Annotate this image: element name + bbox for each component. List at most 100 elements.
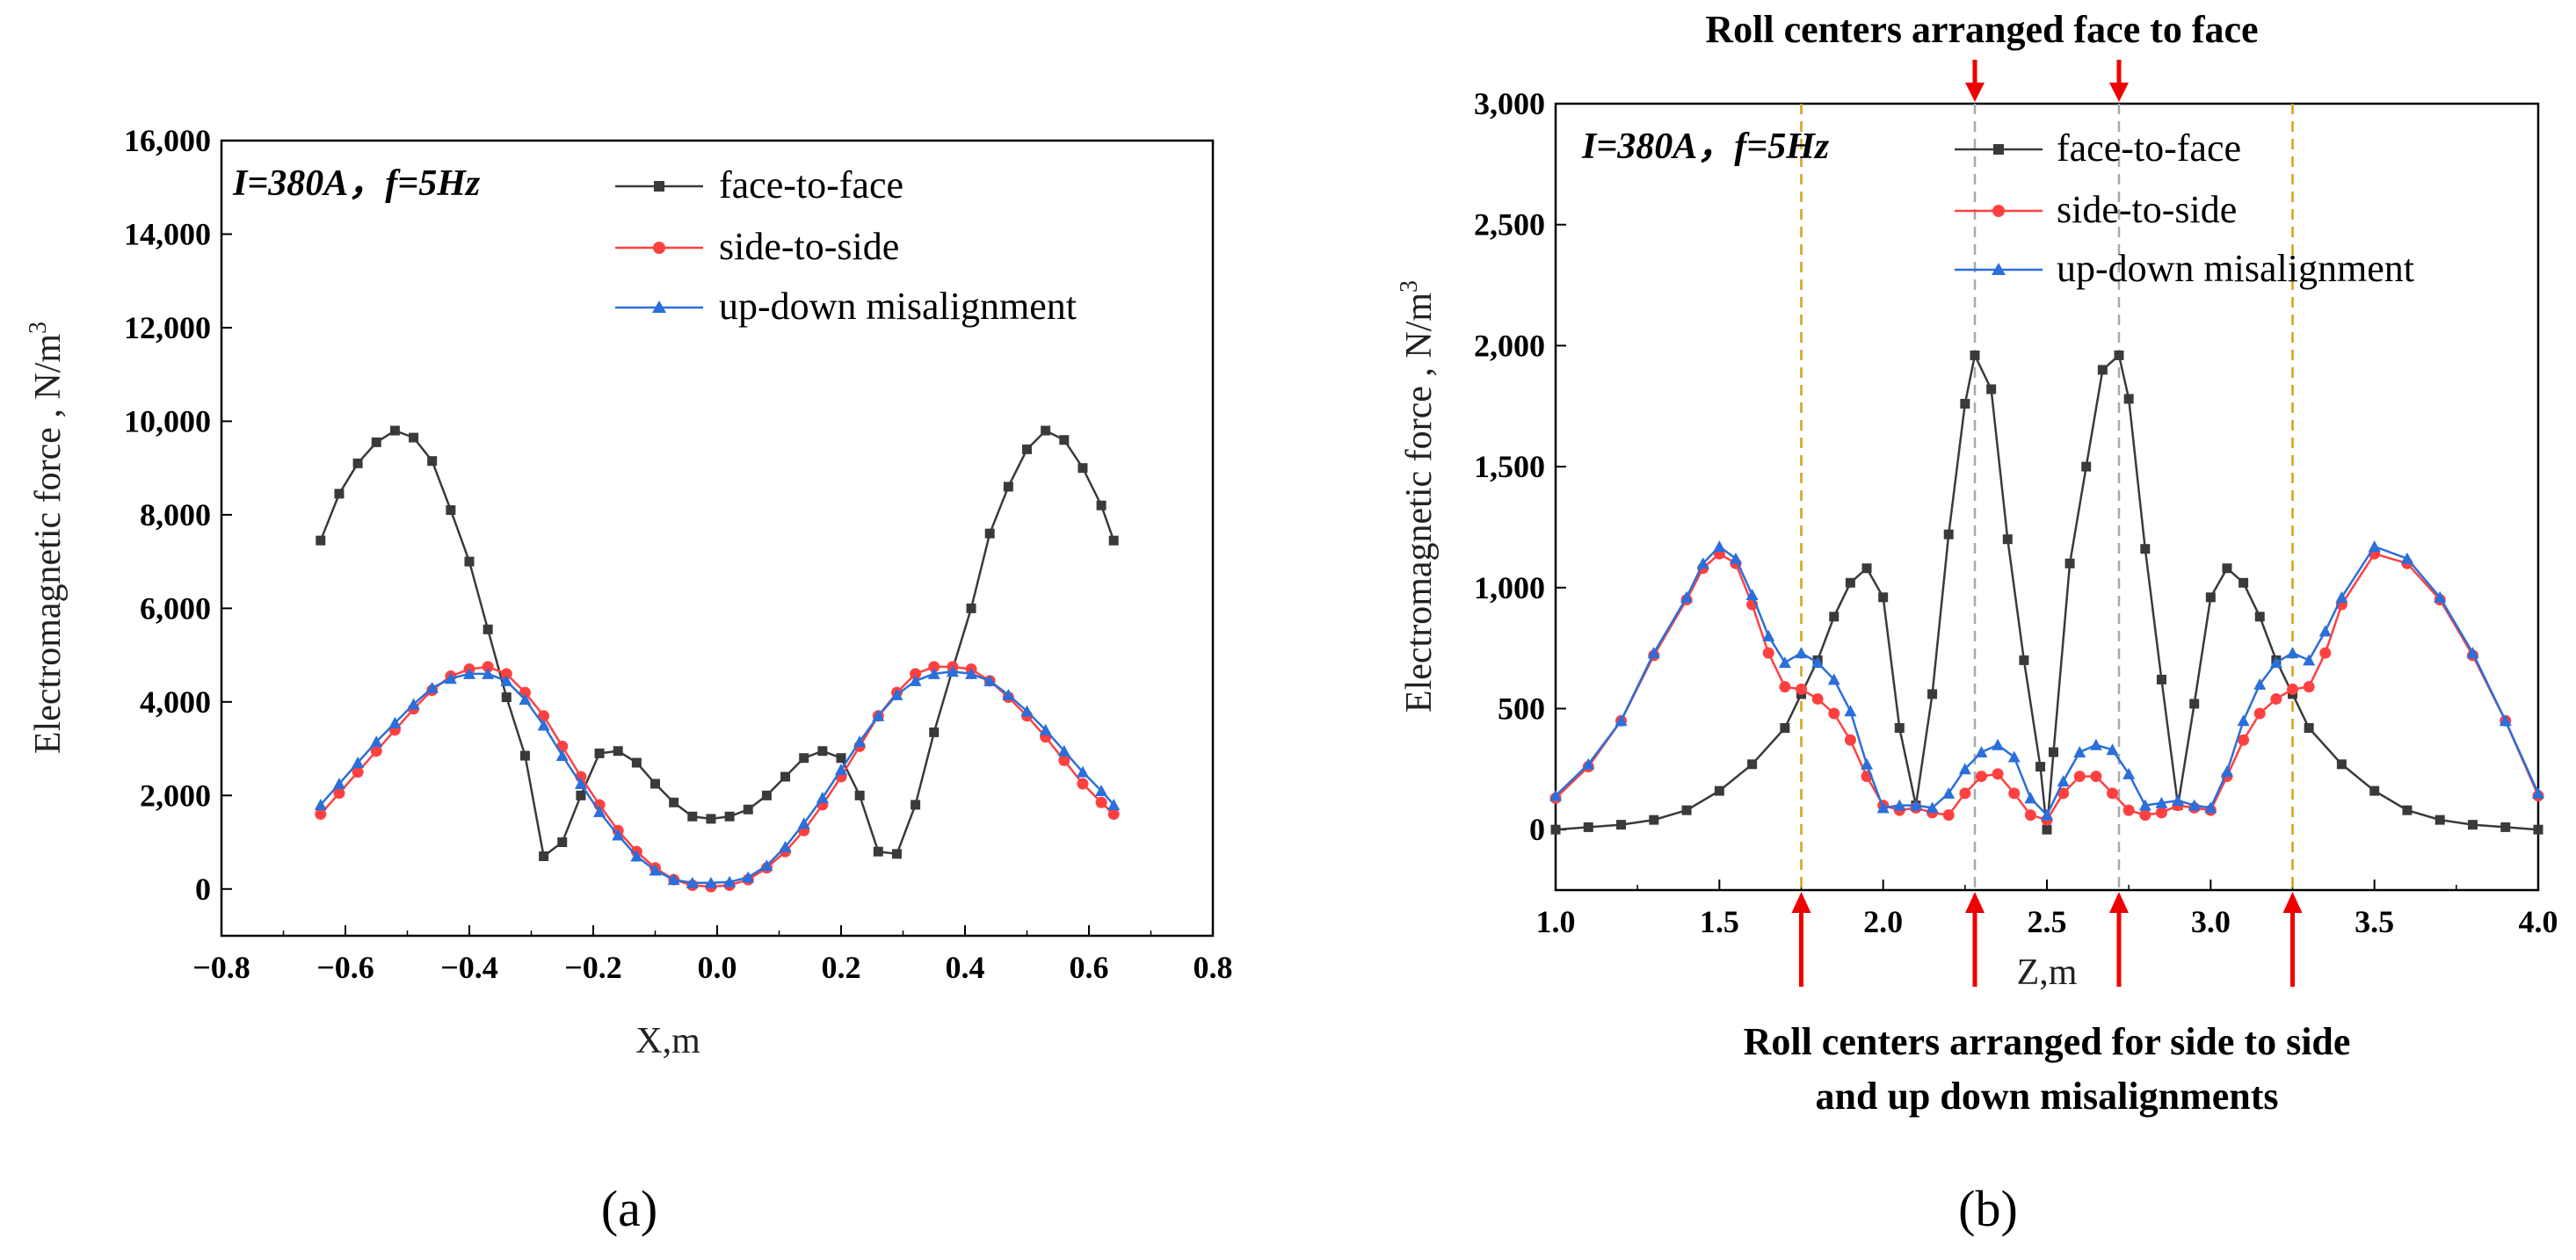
arrow-up-icon: [1965, 892, 1985, 913]
x-tick-label: 2.5: [2028, 904, 2067, 939]
data-point-up-down-misalignment: [2089, 738, 2102, 750]
data-point-side-to-side: [2057, 787, 2070, 800]
y-tick-label: 1,500: [1474, 449, 1545, 484]
data-point-face-to-face: [2500, 822, 2511, 832]
square-marker-icon: [1993, 144, 2004, 155]
data-point-up-down-misalignment: [2007, 750, 2021, 763]
data-point-up-down-misalignment: [2400, 552, 2413, 564]
data-point-face-to-face: [1041, 425, 1051, 436]
data-point-up-down-misalignment: [1549, 789, 1562, 801]
arrow-up-icon: [2282, 892, 2303, 913]
legend-label-up-down: up-down misalignment: [719, 285, 1077, 328]
data-point-face-to-face: [2467, 820, 2478, 830]
data-point-up-down-misalignment: [1992, 738, 2005, 750]
y-tick-label: 14,000: [124, 216, 211, 251]
data-point-face-to-face: [1714, 786, 1724, 796]
data-point-up-down-misalignment: [1582, 757, 1595, 770]
arrow-down-icon: [1965, 83, 1985, 102]
data-point-side-to-side: [1762, 647, 1774, 659]
data-point-up-down-misalignment: [1876, 801, 1890, 814]
data-point-up-down-misalignment: [2073, 746, 2086, 758]
data-point-face-to-face: [854, 790, 865, 800]
data-point-up-down-misalignment: [463, 667, 475, 679]
data-point-face-to-face: [2222, 563, 2232, 574]
data-point-face-to-face: [1747, 759, 1758, 770]
data-point-up-down-misalignment: [704, 876, 717, 888]
data-point-up-down-misalignment: [1909, 799, 1922, 811]
data-point-side-to-side: [2122, 804, 2135, 816]
legend-entry-face-to-face-b: face-to-face: [1955, 127, 2241, 170]
data-point-up-down-misalignment: [1095, 784, 1108, 796]
data-point-side-to-side: [2155, 807, 2167, 819]
data-point-face-to-face: [2002, 534, 2013, 545]
data-point-up-down-misalignment: [909, 674, 922, 686]
data-point-side-to-side: [333, 787, 345, 800]
data-point-up-down-misalignment: [667, 873, 680, 886]
data-point-side-to-side: [2319, 647, 2332, 659]
legend-label-face-to-face-b: face-to-face: [2057, 127, 2241, 170]
data-point-face-to-face: [613, 746, 623, 757]
data-point-face-to-face: [1986, 384, 1997, 395]
data-point-face-to-face: [817, 746, 828, 757]
x-tick-label: 0.0: [698, 950, 737, 985]
triangle-marker-icon: [1992, 263, 2006, 275]
legend-entry-up-down-b: up-down misalignment: [1955, 247, 2414, 290]
data-point-face-to-face: [2533, 824, 2543, 835]
data-point-side-to-side: [2073, 771, 2086, 783]
data-point-up-down-misalignment: [2532, 786, 2544, 799]
data-point-side-to-side: [2253, 707, 2266, 720]
bottom-note-line2: and up down misalignments: [1816, 1075, 2279, 1118]
data-point-up-down-misalignment: [965, 667, 978, 679]
x-tick-label: −0.2: [564, 950, 622, 985]
data-point-face-to-face: [891, 849, 902, 859]
data-point-face-to-face: [1583, 822, 1593, 832]
svg-text:Electromagnetic force , N/m3: Electromagnetic force , N/m3: [1396, 280, 1440, 713]
data-point-up-down-misalignment: [2269, 656, 2282, 669]
data-point-up-down-misalignment: [593, 805, 606, 817]
x-tick-label: 0.2: [822, 950, 861, 985]
legend-entry-side-to-side-a: side-to-side: [615, 225, 899, 268]
data-point-up-down-misalignment: [2041, 808, 2053, 821]
data-point-up-down-misalignment: [797, 817, 810, 829]
data-point-face-to-face: [1649, 815, 1659, 825]
y-tick-label: 2,000: [140, 778, 211, 813]
circle-marker-icon: [653, 242, 665, 254]
data-point-face-to-face: [2081, 461, 2092, 472]
arrow-up-icon: [1791, 892, 1811, 913]
data-point-face-to-face: [1861, 563, 1872, 574]
series-layer-a: [314, 425, 1121, 893]
legend-entry-up-down-a: up-down misalignment: [615, 285, 1077, 328]
data-point-face-to-face: [1970, 350, 1980, 360]
data-point-up-down-misalignment: [1039, 723, 1052, 735]
data-point-face-to-face: [836, 753, 846, 764]
data-point-face-to-face: [2156, 674, 2166, 684]
plot-frame-b: [1554, 102, 2540, 892]
data-point-up-down-misalignment: [2220, 765, 2233, 778]
data-point-face-to-face: [2097, 365, 2108, 375]
data-point-face-to-face: [409, 432, 419, 443]
data-point-up-down-misalignment: [2253, 677, 2267, 690]
data-point-side-to-side: [1992, 768, 2004, 780]
data-point-up-down-misalignment: [723, 875, 737, 887]
data-point-up-down-misalignment: [649, 864, 662, 876]
data-point-face-to-face: [2336, 759, 2347, 770]
data-point-face-to-face: [873, 846, 883, 857]
data-point-up-down-misalignment: [314, 798, 327, 810]
y-axis-label-a-sup: 3: [25, 322, 52, 334]
data-point-side-to-side: [482, 661, 494, 673]
data-point-face-to-face: [631, 757, 642, 768]
data-point-up-down-misalignment: [2434, 590, 2447, 603]
x-tick-label: −0.6: [316, 950, 374, 985]
data-point-face-to-face: [1003, 482, 1013, 492]
square-marker-icon: [654, 181, 664, 192]
data-point-up-down-misalignment: [2318, 625, 2332, 637]
data-point-up-down-misalignment: [1762, 629, 1775, 641]
data-point-side-to-side: [2238, 734, 2250, 746]
data-point-face-to-face: [576, 790, 586, 800]
data-point-face-to-face: [706, 814, 716, 824]
data-point-up-down-misalignment: [1795, 647, 1808, 659]
x-tick-label: 4.0: [2519, 904, 2558, 939]
legend-label-side-to-side: side-to-side: [719, 225, 899, 268]
legend-label-face-to-face: face-to-face: [719, 163, 903, 206]
data-point-face-to-face: [2048, 747, 2058, 757]
